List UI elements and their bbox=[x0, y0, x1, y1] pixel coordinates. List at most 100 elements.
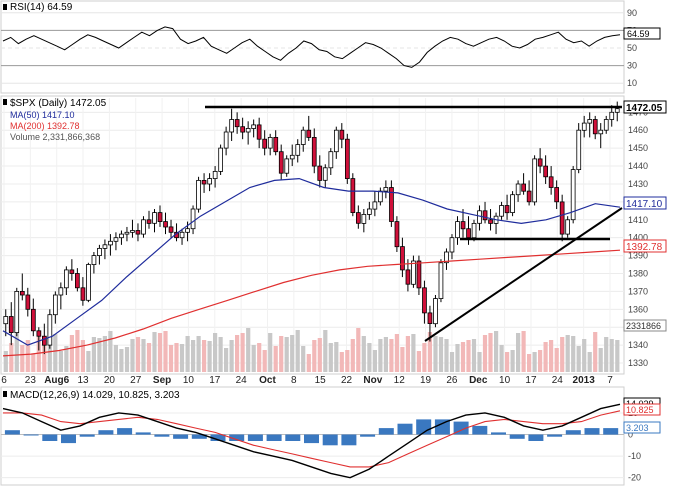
candle-body bbox=[543, 165, 549, 178]
macd-histogram-bar bbox=[547, 434, 563, 437]
macd-tick-label: 0 bbox=[628, 430, 633, 440]
volume-bar bbox=[593, 332, 598, 372]
volume-bar bbox=[510, 350, 515, 372]
candle-body bbox=[455, 221, 460, 239]
volume-bar bbox=[378, 339, 383, 372]
volume-bar bbox=[323, 330, 328, 372]
candle-body bbox=[394, 221, 400, 248]
price-tick-label: 1460 bbox=[628, 125, 648, 135]
x-tick-label: 24 bbox=[552, 375, 564, 386]
ma200-badge: 1392.78 bbox=[623, 239, 667, 253]
macd-badges: 14.029 10.825 3.203 bbox=[623, 397, 661, 434]
macd-histogram-bar bbox=[378, 428, 394, 435]
ma200-label: MA(200) 1392.78 bbox=[10, 121, 80, 131]
macd-histogram-bar bbox=[61, 434, 76, 444]
candle-body bbox=[565, 219, 571, 235]
macd-histogram-bar bbox=[491, 432, 506, 435]
candle-body bbox=[278, 151, 284, 174]
candle-body bbox=[603, 119, 609, 131]
volume-bar bbox=[207, 341, 212, 372]
volume-bar bbox=[20, 345, 25, 372]
candle-body bbox=[427, 312, 433, 324]
volume-bar bbox=[213, 333, 218, 372]
price-tick-label: 1400 bbox=[628, 233, 648, 243]
candle-body bbox=[179, 231, 185, 239]
macd-histogram-bar bbox=[23, 434, 39, 436]
volume-bar bbox=[516, 333, 521, 372]
macd-histogram-bar bbox=[472, 425, 488, 435]
price-tick-label: 1340 bbox=[628, 340, 648, 350]
candle-body bbox=[581, 122, 587, 131]
candle-body bbox=[609, 111, 615, 120]
ma50-value: 1417.10 bbox=[626, 199, 663, 210]
candle-body bbox=[383, 187, 389, 192]
candle-body bbox=[196, 179, 201, 210]
candle-body bbox=[526, 190, 532, 203]
volume-bar bbox=[86, 351, 91, 372]
candle-body bbox=[372, 201, 378, 210]
volume-bar bbox=[334, 342, 339, 372]
volume-bar bbox=[609, 339, 614, 372]
macd-histogram-bar bbox=[79, 434, 95, 437]
candle-body bbox=[592, 119, 598, 135]
candle-body bbox=[251, 124, 256, 129]
volume-bar bbox=[527, 354, 532, 372]
candle-body bbox=[212, 170, 218, 179]
x-tick-label: Oct bbox=[259, 375, 276, 386]
volume-bar bbox=[521, 331, 526, 372]
candle-body bbox=[218, 147, 223, 172]
candle-body bbox=[124, 231, 130, 235]
rsi-line bbox=[2, 26, 621, 68]
x-tick-label: Sep bbox=[153, 375, 171, 386]
candle-body bbox=[366, 208, 372, 215]
candle-body bbox=[19, 290, 25, 296]
candle-body bbox=[339, 129, 345, 140]
candle-body bbox=[207, 178, 212, 185]
volume-bar bbox=[345, 350, 350, 372]
volume-bar bbox=[235, 335, 240, 372]
volume-bar bbox=[576, 346, 581, 372]
x-tick-label: 8 bbox=[291, 375, 297, 386]
volume-value: 2331866 bbox=[626, 321, 661, 331]
volume-label: Volume 2,331,866,368 bbox=[10, 132, 100, 142]
volume-bar bbox=[339, 352, 344, 372]
candlesticks bbox=[3, 101, 620, 355]
candle-body bbox=[135, 230, 141, 235]
volume-bar bbox=[427, 332, 432, 372]
price-tick-label: 1360 bbox=[628, 304, 648, 314]
rsi-legend: RSI(14) 64.59 bbox=[3, 2, 73, 13]
x-tick-label: 7 bbox=[607, 375, 613, 386]
macd-histogram bbox=[4, 419, 619, 446]
volume-bar bbox=[185, 336, 190, 372]
volume-bar bbox=[141, 339, 146, 372]
volume-bar bbox=[284, 337, 289, 372]
volume-bar bbox=[615, 340, 620, 372]
volume-bar bbox=[449, 352, 455, 372]
volume-bar bbox=[477, 352, 482, 372]
volume-bar bbox=[400, 347, 405, 372]
candle-body bbox=[587, 119, 593, 124]
volume-bar bbox=[411, 334, 416, 372]
candle-body bbox=[405, 269, 411, 285]
ma50-label: MA(50) 1417.10 bbox=[10, 110, 75, 120]
x-tick-label: 17 bbox=[525, 375, 537, 386]
candle-body bbox=[460, 221, 466, 230]
volume-bar bbox=[3, 351, 8, 372]
volume-bar bbox=[146, 343, 152, 372]
candle-body bbox=[311, 136, 317, 167]
volume-bar bbox=[130, 339, 135, 372]
candle-body bbox=[157, 212, 163, 223]
candle-body bbox=[240, 126, 245, 133]
candle-body bbox=[389, 187, 394, 222]
candle-body bbox=[86, 264, 91, 301]
x-tick-label: 10 bbox=[499, 375, 511, 386]
volume-bar bbox=[196, 336, 201, 372]
candle-body bbox=[64, 269, 69, 289]
macd-line bbox=[2, 403, 621, 479]
candle-body bbox=[328, 151, 334, 169]
macd-histogram-bar bbox=[603, 428, 619, 435]
candle-body bbox=[289, 154, 295, 160]
volume-bar bbox=[350, 339, 355, 372]
rsi-label: RSI(14) 64.59 bbox=[10, 2, 73, 13]
candle-body bbox=[30, 308, 36, 332]
